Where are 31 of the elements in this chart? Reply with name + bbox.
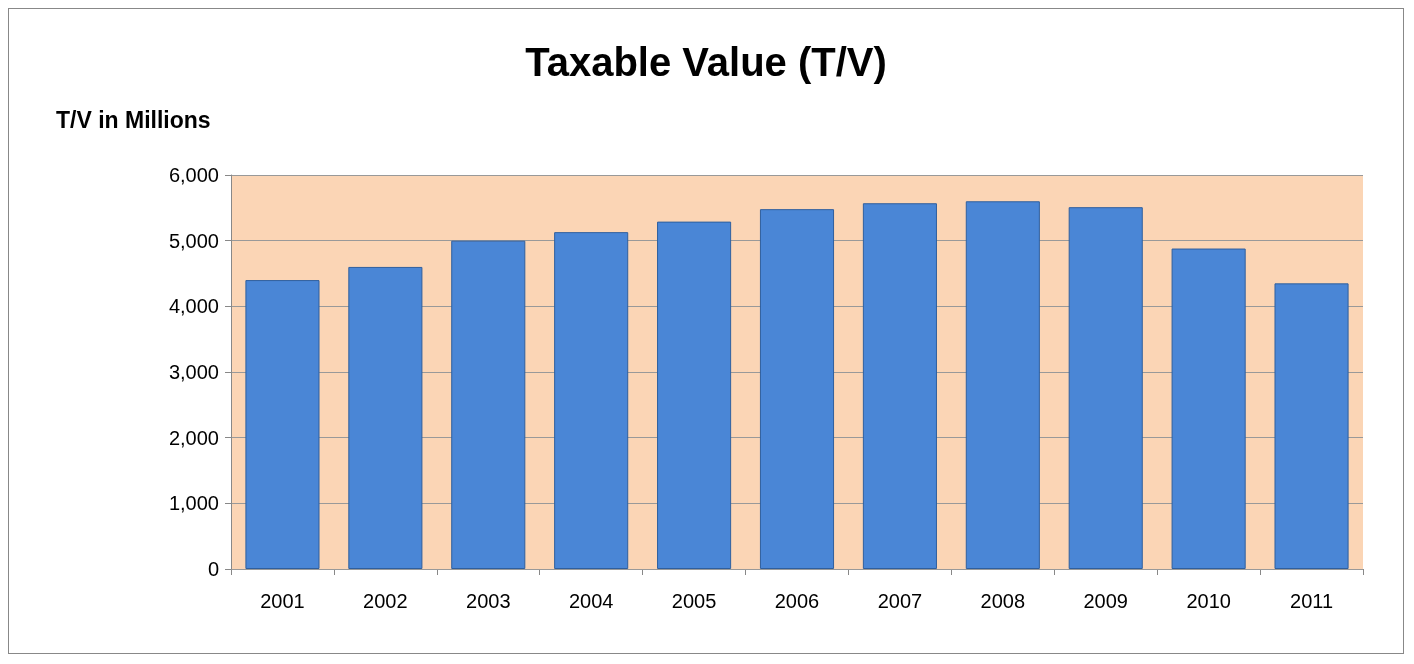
x-tick-label: 2004 (568, 590, 614, 612)
y-tick-label: 3,000 (168, 361, 219, 383)
bar (245, 280, 320, 569)
bar (1274, 283, 1349, 569)
x-tick-label: 2001 (260, 590, 305, 612)
y-tick-label: 0 (207, 558, 219, 580)
x-tick-label: 2010 (1186, 590, 1231, 612)
x-tick-label: 2005 (671, 590, 717, 612)
y-tick-label: 1,000 (168, 492, 219, 515)
bar (554, 232, 629, 569)
y-tick-label: 4,000 (168, 295, 219, 318)
x-tick-label: 2006 (774, 590, 820, 612)
bar (965, 201, 1040, 569)
bar (348, 266, 423, 569)
bar (1171, 248, 1246, 569)
bar (862, 203, 937, 569)
y-axis-title: T/V in Millions (56, 106, 211, 133)
chart-title: Taxable Value (T/V) (525, 40, 887, 84)
bar (1068, 207, 1143, 569)
y-tick-label: 2,000 (168, 426, 219, 449)
x-tick-label: 2007 (877, 590, 923, 612)
x-tick-label: 2008 (980, 590, 1026, 612)
y-tick-label: 6,000 (168, 164, 219, 186)
bar (759, 209, 835, 569)
x-tick-label: 2009 (1083, 590, 1128, 612)
bar (451, 240, 526, 569)
x-tick-label: 2011 (1290, 590, 1334, 612)
x-tick-label: 2002 (363, 590, 408, 612)
bar (657, 221, 732, 569)
y-tick-label: 5,000 (168, 229, 219, 252)
x-tick-label: 2003 (466, 590, 511, 612)
